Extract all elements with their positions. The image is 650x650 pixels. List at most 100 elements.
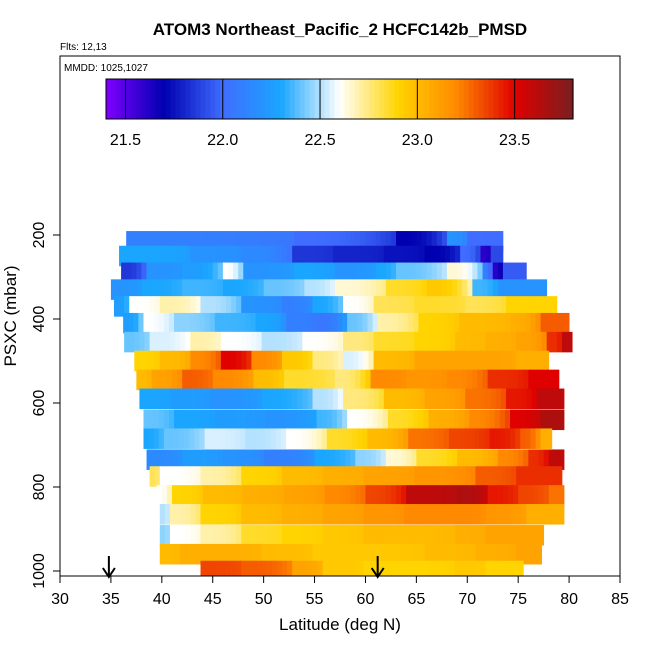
- heatmap-cell: [393, 525, 400, 546]
- heatmap-cell: [200, 466, 206, 487]
- heatmap-cell: [149, 296, 156, 317]
- heatmap-cell: [134, 245, 140, 267]
- heatmap-cell: [392, 409, 399, 431]
- heatmap-cell: [345, 369, 351, 391]
- heatmap-cell: [464, 428, 470, 449]
- colorbar-swatch: [155, 79, 162, 119]
- heatmap-cell: [477, 369, 483, 391]
- heatmap-cell: [212, 279, 219, 300]
- heatmap-cell: [352, 428, 358, 449]
- heatmap-cell: [304, 231, 310, 252]
- heatmap-cell: [513, 485, 519, 506]
- heatmap-cell: [287, 525, 293, 546]
- heatmap-cell: [327, 466, 334, 487]
- heatmap-cell: [340, 485, 346, 506]
- heatmap-cell: [287, 466, 293, 487]
- heatmap-cell: [513, 369, 519, 391]
- heatmap-cell: [175, 331, 181, 353]
- heatmap-cell: [306, 409, 312, 431]
- heatmap-cell: [475, 296, 481, 317]
- heatmap-cell: [148, 409, 155, 431]
- heatmap-cell: [516, 331, 522, 353]
- heatmap-cell: [388, 525, 395, 546]
- colorbar-swatch: [240, 79, 246, 119]
- heatmap-cell: [353, 525, 359, 546]
- heatmap-cell: [235, 428, 241, 449]
- heatmap-cell: [185, 331, 191, 353]
- heatmap-cell: [296, 409, 302, 431]
- heatmap-cell: [294, 231, 300, 252]
- heatmap-cell: [470, 466, 476, 487]
- colorbar-swatch: [210, 79, 216, 119]
- heatmap-cell: [287, 504, 293, 525]
- heatmap-cell: [431, 231, 438, 252]
- heatmap-cell: [222, 279, 229, 300]
- heatmap-cell: [304, 485, 310, 506]
- heatmap-cell: [462, 231, 468, 252]
- heatmap-cell: [504, 312, 511, 334]
- heatmap-cell: [377, 428, 384, 449]
- colorbar-swatch: [359, 79, 365, 119]
- heatmap-cell: [421, 485, 427, 506]
- heatmap-cell: [322, 296, 329, 317]
- heatmap-cell: [180, 388, 186, 410]
- heatmap-cell: [404, 525, 410, 546]
- heatmap-cell: [337, 296, 344, 317]
- heatmap-cell: [444, 525, 451, 546]
- heatmap-cell: [236, 388, 242, 410]
- heatmap-cell: [174, 409, 180, 431]
- heatmap-cell: [195, 245, 201, 267]
- heatmap-cell: [421, 369, 427, 391]
- heatmap-cell: [158, 428, 165, 449]
- heatmap-cell: [393, 245, 400, 267]
- colorbar-swatch: [478, 79, 485, 119]
- heatmap-cell: [343, 350, 349, 372]
- heatmap-cell: [337, 525, 344, 546]
- heatmap-cell: [265, 409, 272, 431]
- colorbar-swatch: [115, 79, 122, 119]
- heatmap-cell: [419, 296, 425, 317]
- heatmap-cell: [180, 350, 186, 372]
- heatmap-cell: [439, 296, 446, 317]
- colorbar-swatch: [190, 79, 197, 119]
- heatmap-cell: [317, 245, 324, 267]
- heatmap-cell: [353, 331, 359, 353]
- heatmap-cell: [250, 409, 256, 431]
- heatmap-cell: [470, 296, 476, 317]
- heatmap-cell: [169, 350, 176, 372]
- heatmap-cell: [278, 369, 285, 391]
- heatmap-cell: [372, 428, 379, 449]
- colorbar-swatch: [433, 79, 440, 119]
- heatmap-cell: [233, 449, 239, 470]
- heatmap-cell: [423, 312, 429, 334]
- heatmap-cell: [348, 466, 354, 487]
- heatmap-cell: [251, 388, 257, 410]
- heatmap-cell: [392, 312, 399, 334]
- heatmap-cell: [214, 428, 221, 449]
- heatmap-cell: [475, 245, 481, 267]
- heatmap-cell: [429, 466, 436, 487]
- heatmap-cell: [467, 485, 473, 506]
- heatmap-cell: [343, 388, 349, 410]
- heatmap-cell: [302, 560, 308, 576]
- heatmap-cell: [326, 409, 333, 431]
- heatmap-cell: [246, 504, 252, 525]
- heatmap-cell: [480, 525, 486, 546]
- heatmap-cell: [238, 262, 244, 284]
- heatmap-cell: [231, 560, 237, 576]
- heatmap-cell: [261, 350, 268, 372]
- heatmap-cell: [337, 466, 344, 487]
- heatmap-cell: [414, 350, 420, 372]
- colorbar-swatch: [404, 79, 410, 119]
- heatmap-cell: [169, 525, 176, 546]
- heatmap-cell: [231, 504, 237, 525]
- heatmap-cell: [444, 331, 451, 353]
- heatmap-cell: [511, 466, 517, 487]
- heatmap-cell: [164, 543, 171, 565]
- heatmap-cell: [309, 262, 315, 284]
- heatmap-cell: [378, 331, 385, 353]
- heatmap-cell: [368, 504, 374, 525]
- heatmap-cell: [278, 449, 285, 470]
- heatmap-cell: [261, 525, 268, 546]
